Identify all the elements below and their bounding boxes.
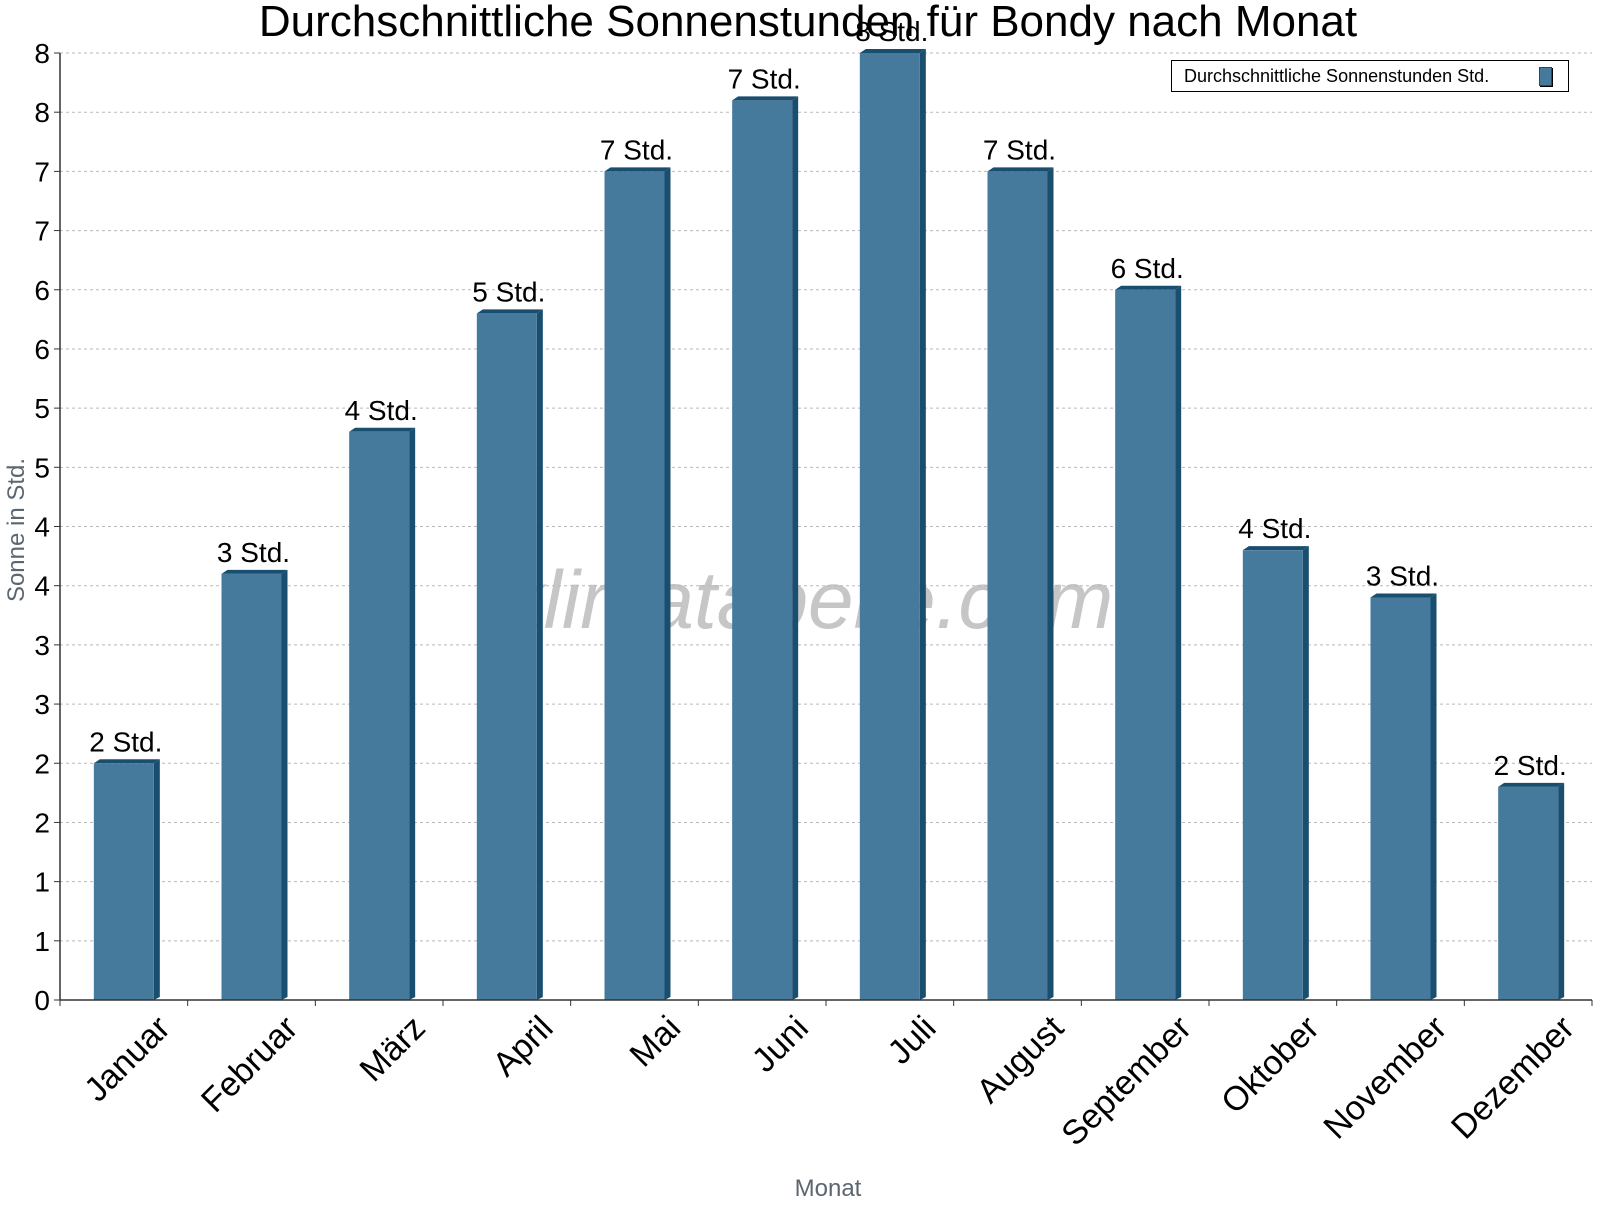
bar-top bbox=[221, 569, 288, 574]
bar bbox=[987, 171, 1048, 1000]
x-tick-label: Oktober bbox=[1214, 1009, 1326, 1121]
bar-side bbox=[1430, 593, 1437, 1000]
bar-top bbox=[987, 167, 1054, 172]
bar-top bbox=[604, 167, 671, 172]
bar-side bbox=[1558, 782, 1565, 1000]
bar-top bbox=[1498, 782, 1565, 787]
x-axis-title: Monat bbox=[795, 1175, 862, 1200]
y-tick-label: 6 bbox=[34, 275, 50, 306]
y-tick-label: 2 bbox=[34, 748, 50, 779]
bar-side bbox=[536, 309, 543, 1000]
y-tick-label: 7 bbox=[34, 216, 50, 247]
legend-label: Durchschnittliche Sonnenstunden Std. bbox=[1184, 66, 1490, 86]
chart-title: Durchschnittliche Sonnenstunden für Bond… bbox=[259, 0, 1357, 46]
bar-side bbox=[1047, 167, 1054, 1000]
y-tick-label: 1 bbox=[34, 867, 50, 898]
bar bbox=[1115, 289, 1176, 1000]
y-axis-title: Sonne in Std. bbox=[3, 458, 30, 602]
bar-top bbox=[859, 49, 926, 53]
y-tick-label: 6 bbox=[34, 334, 50, 365]
bar-value-label: 8 Std. bbox=[855, 16, 928, 47]
legend-swatch bbox=[1539, 67, 1552, 86]
bar bbox=[93, 763, 154, 1000]
y-tick-label: 4 bbox=[34, 571, 50, 602]
bar-value-label: 7 Std. bbox=[600, 134, 673, 165]
bar-top bbox=[476, 309, 543, 314]
bar bbox=[476, 313, 537, 1000]
y-tick-label: 5 bbox=[34, 452, 50, 483]
bars: 2 Std. 3 Std. 4 Std. 5 Std. 7 Std. 7 Std. 8 St… bbox=[89, 16, 1567, 1001]
x-tick-label: September bbox=[1054, 1009, 1198, 1153]
y-tick-label: 8 bbox=[34, 38, 50, 69]
bar-value-label: 7 Std. bbox=[983, 134, 1056, 165]
bar-value-label: 4 Std. bbox=[1238, 513, 1311, 544]
y-tick-label: 7 bbox=[34, 156, 50, 187]
bar-value-label: 2 Std. bbox=[1494, 750, 1567, 781]
bar bbox=[1242, 550, 1303, 1000]
x-tick-label: Dezember bbox=[1444, 1009, 1582, 1147]
bar-side bbox=[153, 759, 160, 1000]
legend: Durchschnittliche Sonnenstunden Std. bbox=[1171, 60, 1569, 92]
x-tick-label: November bbox=[1316, 1009, 1454, 1147]
bar-value-label: 6 Std. bbox=[1111, 253, 1184, 284]
x-tick-label: Juni bbox=[745, 1009, 816, 1080]
x-tick-label: Mai bbox=[623, 1009, 689, 1075]
bar-side bbox=[281, 569, 288, 1000]
x-tick-label: Januar bbox=[77, 1009, 177, 1109]
bar bbox=[1498, 786, 1559, 1000]
x-tick-label: Juli bbox=[881, 1009, 944, 1072]
bar-side bbox=[1175, 285, 1182, 1000]
x-tick-label: Februar bbox=[194, 1009, 305, 1120]
bar-value-label: 3 Std. bbox=[1366, 561, 1439, 592]
bar bbox=[859, 53, 920, 1000]
bar bbox=[604, 171, 665, 1000]
bar-top bbox=[349, 427, 416, 432]
bar-side bbox=[1302, 546, 1309, 1000]
bar-value-label: 3 Std. bbox=[217, 537, 290, 568]
bar-value-label: 4 Std. bbox=[345, 395, 418, 426]
x-tick-label: August bbox=[969, 1008, 1071, 1110]
bar-top bbox=[1370, 593, 1437, 598]
bar-value-label: 5 Std. bbox=[472, 276, 545, 307]
y-tick-label: 3 bbox=[34, 689, 50, 720]
bar-value-label: 7 Std. bbox=[728, 63, 801, 94]
y-tick-label: 4 bbox=[34, 512, 50, 543]
grid-lines bbox=[60, 52, 1592, 942]
x-tick-label: März bbox=[353, 1009, 433, 1089]
bar-value-label: 2 Std. bbox=[89, 726, 162, 757]
bar bbox=[221, 573, 282, 1000]
bar bbox=[349, 431, 410, 1000]
bar-top bbox=[93, 759, 160, 764]
y-tick-label: 3 bbox=[34, 630, 50, 661]
x-tick-label: April bbox=[486, 1009, 561, 1084]
bar-side bbox=[919, 49, 926, 1000]
y-tick-label: 8 bbox=[34, 97, 50, 128]
bar-top bbox=[1115, 285, 1182, 290]
y-tick-label: 2 bbox=[34, 807, 50, 838]
bar-side bbox=[792, 96, 799, 1001]
y-tick-label: 1 bbox=[34, 926, 50, 957]
bar-side bbox=[409, 427, 416, 1000]
bar-top bbox=[1242, 546, 1309, 551]
y-tick-label: 0 bbox=[34, 985, 50, 1016]
bar bbox=[1370, 597, 1431, 1000]
bar-side bbox=[664, 167, 671, 1000]
bar-top bbox=[732, 96, 799, 101]
bar bbox=[732, 100, 793, 1001]
y-tick-label: 5 bbox=[34, 393, 50, 424]
